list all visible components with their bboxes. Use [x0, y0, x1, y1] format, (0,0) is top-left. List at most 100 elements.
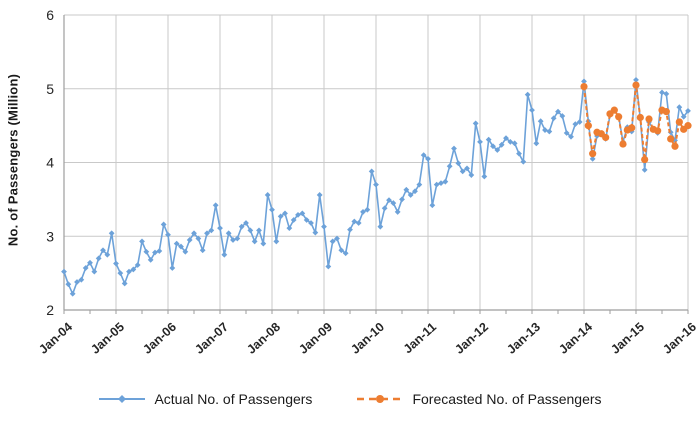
- forecast-series-marker: [667, 135, 675, 143]
- actual-series-marker: [286, 225, 293, 232]
- actual-series-marker: [334, 235, 340, 242]
- actual-series-marker: [386, 197, 392, 204]
- actual-series-marker: [74, 279, 80, 285]
- y-tick-label: 2: [46, 302, 54, 318]
- forecast-series-marker: [619, 140, 627, 148]
- actual-series-marker: [186, 237, 193, 243]
- actual-series-marker: [446, 163, 453, 170]
- x-tick-label: Jan-12: [452, 320, 491, 357]
- forecast-series-marker: [636, 113, 644, 122]
- actual-series-marker: [373, 181, 379, 188]
- actual-series-marker: [568, 133, 574, 140]
- forecast-series-marker: [580, 82, 588, 91]
- actual-series-marker: [78, 276, 85, 283]
- actual-series-marker: [212, 202, 219, 209]
- forecast-series: [580, 81, 692, 164]
- actual-series-marker: [680, 113, 687, 120]
- actual-series-marker: [490, 143, 496, 150]
- actual-series-marker: [403, 186, 410, 193]
- actual-series-marker: [295, 211, 301, 218]
- x-tick-marks: [63, 310, 689, 314]
- forecast-series-marker: [645, 115, 653, 123]
- actual-series-marker: [390, 200, 397, 206]
- actual-series-marker: [139, 238, 145, 245]
- actual-series-marker: [100, 247, 106, 254]
- actual-series-marker: [113, 260, 119, 267]
- x-tick-label: Jan-16: [660, 320, 699, 357]
- actual-series-marker: [685, 107, 691, 114]
- actual-series-marker: [69, 290, 76, 297]
- actual-series-marker: [529, 107, 535, 114]
- actual-series-marker: [507, 138, 514, 145]
- actual-series-marker: [520, 158, 527, 165]
- actual-series-marker: [290, 217, 297, 223]
- actual-series-marker: [165, 231, 171, 238]
- actual-series-marker: [659, 89, 665, 96]
- actual-series-marker: [503, 135, 509, 142]
- legend: Actual No. of Passengers Forecasted No. …: [0, 391, 700, 407]
- legend-label-actual: Actual No. of Passengers: [154, 391, 313, 407]
- x-tick-label: Jan-11: [401, 320, 439, 356]
- x-tick-label: Jan-10: [348, 320, 387, 357]
- x-tick-labels: Jan-04 Jan-05 Jan-06 Jan-07 Jan-08 Jan-09 Jan-…: [36, 320, 699, 357]
- x-tick-label: Jan-08: [244, 320, 283, 357]
- actual-series-marker: [542, 127, 548, 133]
- actual-series-marker: [338, 247, 345, 254]
- actual-series-marker: [412, 188, 418, 195]
- actual-series-marker: [225, 230, 232, 237]
- actual-series-marker: [516, 150, 522, 157]
- actual-series-marker: [581, 78, 587, 85]
- forecast-series-key-icon: [357, 395, 404, 403]
- actual-series-marker: [234, 235, 241, 242]
- y-tick-label: 4: [46, 155, 54, 171]
- actual-series-marker: [555, 108, 561, 115]
- actual-series-marker: [160, 221, 167, 228]
- actual-series-marker: [178, 243, 184, 250]
- actual-series-marker: [299, 210, 306, 217]
- actual-series-marker: [264, 192, 271, 198]
- actual-series-marker: [238, 223, 245, 230]
- actual-series-marker: [377, 223, 384, 230]
- actual-series-marker: [325, 263, 332, 270]
- actual-series-marker: [360, 209, 366, 215]
- actual-series-marker: [433, 181, 440, 188]
- actual-series-marker: [321, 223, 327, 230]
- actual-series-marker: [199, 247, 206, 254]
- actual-series-marker: [438, 180, 444, 187]
- actual-series-marker: [524, 91, 531, 98]
- actual-series-marker: [182, 248, 189, 255]
- x-tick-label: Jan-09: [296, 320, 335, 357]
- forecast-series-marker: [610, 106, 618, 114]
- actual-series-marker: [251, 238, 258, 245]
- y-tick-label: 6: [46, 7, 54, 23]
- legend-item-forecast: Forecasted No. of Passengers: [356, 391, 602, 407]
- actual-series-marker: [468, 172, 475, 178]
- actual-series-marker: [117, 270, 124, 277]
- y-tick-label: 5: [46, 81, 54, 97]
- actual-series-marker: [494, 147, 501, 153]
- actual-series-marker: [143, 248, 150, 255]
- actual-series-marker: [61, 268, 67, 275]
- actual-series-marker: [420, 152, 427, 159]
- actual-series-marker: [451, 145, 457, 152]
- actual-series-marker: [134, 262, 141, 268]
- forecast-series-marker: [584, 122, 592, 130]
- actual-series-marker: [425, 155, 431, 162]
- forecast-series-marker: [602, 133, 610, 142]
- x-tick-label: Jan-07: [192, 320, 231, 357]
- actual-series-marker: [126, 268, 132, 275]
- actual-series-marker: [459, 168, 466, 175]
- actual-series-marker: [511, 140, 518, 147]
- actual-series-marker: [663, 91, 670, 97]
- actual-series-marker: [485, 136, 492, 143]
- actual-series-marker: [429, 202, 436, 209]
- forecast-series-marker: [589, 150, 597, 158]
- actual-series-key-icon: [99, 395, 146, 403]
- actual-series-marker: [481, 173, 488, 180]
- forecast-series-marker: [662, 108, 670, 116]
- actual-series-marker: [104, 251, 111, 258]
- actual-series-marker: [217, 225, 223, 232]
- actual-series-marker: [399, 196, 405, 203]
